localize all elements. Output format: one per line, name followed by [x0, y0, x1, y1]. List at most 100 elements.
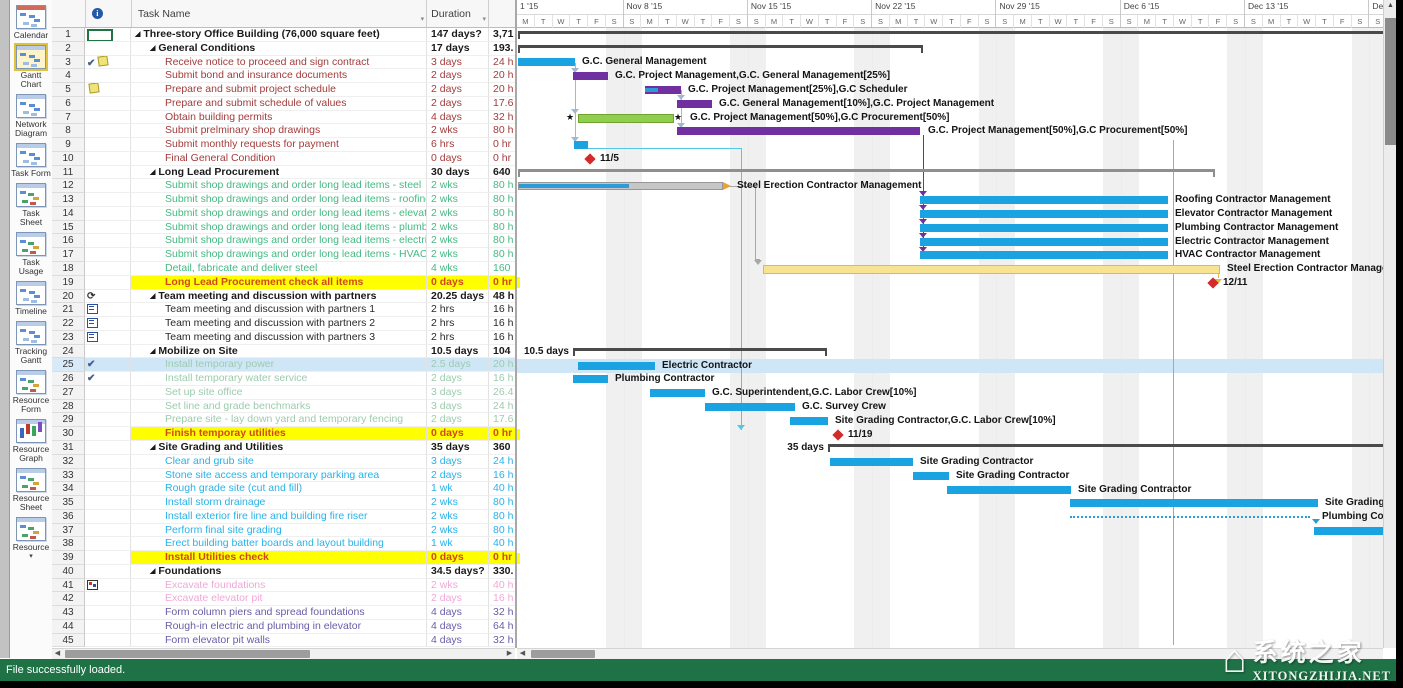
task-bar[interactable] — [920, 223, 1168, 232]
work-cell[interactable]: 80 h — [489, 124, 515, 139]
scroll-up-arrow[interactable]: ▲ — [1387, 2, 1394, 9]
duration-cell[interactable]: 4 wks — [427, 262, 489, 276]
task-name-cell[interactable]: ◢ Team meeting and discussion with partne… — [131, 289, 427, 304]
task-name-cell[interactable]: ◢ Three-story Office Building (76,000 squ… — [131, 28, 427, 42]
task-bar[interactable] — [947, 485, 1071, 494]
table-row[interactable]: 45 Form elevator pit walls 4 days 32 h — [52, 633, 515, 648]
task-bar[interactable] — [573, 72, 608, 81]
task-name-cell[interactable]: Rough-in electric and plumbing in elevat… — [131, 619, 427, 634]
work-cell[interactable]: 40 h — [489, 579, 515, 593]
task-bar[interactable] — [790, 416, 828, 425]
table-row[interactable]: 18 Detail, fabricate and deliver steel 4 w… — [52, 262, 515, 276]
task-name-cell[interactable]: ◢ General Conditions — [131, 41, 427, 56]
work-cell[interactable]: 40 h — [489, 537, 515, 552]
collapse-triangle-icon[interactable]: ◢ — [150, 567, 156, 575]
duration-cell[interactable]: 2 wks — [427, 206, 489, 221]
table-row[interactable]: 25 ✔ Install temporary power 2.5 days 20 h — [52, 358, 515, 373]
scrollbar-thumb[interactable] — [65, 650, 310, 658]
work-cell[interactable]: 0 hr — [489, 138, 515, 152]
summary-bar[interactable] — [518, 30, 1383, 39]
task-bar[interactable] — [677, 99, 712, 108]
task-name-cell[interactable]: Prepare and submit schedule of values — [131, 96, 427, 111]
duration-header[interactable]: Duration ▾ — [427, 0, 490, 27]
duration-cell[interactable]: 0 days — [427, 551, 489, 565]
work-cell[interactable]: 16 h — [489, 592, 515, 607]
duration-cell[interactable]: 0 days — [427, 275, 489, 290]
task-name-cell[interactable]: Form column piers and spread foundations — [131, 606, 427, 620]
duration-cell[interactable]: 2 days — [427, 83, 489, 97]
table-row[interactable]: 30 Finish temporay utilities 0 days 0 hr — [52, 427, 515, 441]
work-cell[interactable]: 40 h — [489, 482, 515, 497]
work-cell[interactable]: 80 h — [489, 179, 515, 194]
work-cell[interactable]: 20 h — [489, 69, 515, 84]
task-name-cell[interactable]: Install exterior fire line and building … — [131, 509, 427, 524]
duration-cell[interactable]: 1 wk — [427, 482, 489, 497]
scrollbar-thumb[interactable] — [531, 650, 595, 658]
duration-cell[interactable]: 4 days — [427, 633, 489, 648]
collapse-triangle-icon[interactable]: ◢ — [150, 347, 156, 355]
task-name-cell[interactable]: Excavate elevator pit — [131, 592, 427, 607]
summary-bar[interactable] — [518, 168, 1215, 177]
task-name-cell[interactable]: Rough grade site (cut and fill) — [131, 482, 427, 497]
work-cell[interactable]: 16 h — [489, 303, 515, 318]
table-row[interactable]: 44 Rough-in electric and plumbing in elev… — [52, 619, 515, 634]
summary-bar[interactable] — [828, 444, 1383, 453]
table-row[interactable]: 27 Set up site office 3 days 26.4 — [52, 385, 515, 400]
collapse-triangle-icon[interactable]: ◢ — [150, 44, 156, 52]
task-name-cell[interactable]: Set up site office — [131, 385, 427, 400]
task-name-header[interactable]: Task Name ▾ — [132, 0, 428, 27]
sheet-horizontal-scrollbar[interactable]: ◀ ▶ — [52, 648, 515, 659]
chart-vertical-scrollbar[interactable]: ▲ — [1383, 0, 1397, 648]
filter-dropdown-icon[interactable]: ▾ — [482, 16, 487, 23]
work-cell[interactable]: 330. — [489, 565, 515, 579]
task-name-cell[interactable]: ◢ Site Grading and Utilities — [131, 440, 427, 455]
duration-cell[interactable]: 4 days — [427, 110, 489, 125]
sidebar-item-task-usage[interactable]: Task Usage — [10, 227, 52, 276]
work-cell[interactable]: 16 h — [489, 469, 515, 483]
table-row[interactable]: 20 ⟳ ◢ Team meeting and discussion with par… — [52, 289, 515, 304]
work-cell[interactable]: 104 — [489, 345, 515, 359]
work-cell[interactable]: 193. — [489, 42, 515, 56]
table-row[interactable]: 8 Submit prelminary shop drawings 2 wks 80 … — [52, 124, 515, 139]
task-name-cell[interactable]: Install temporary water service — [131, 372, 427, 386]
work-cell[interactable]: 80 h — [489, 234, 515, 249]
work-cell[interactable]: 80 h — [489, 221, 515, 235]
table-row[interactable]: 4 Submit bond and insurance documents 2 da… — [52, 69, 515, 84]
duration-cell[interactable]: 20.25 days — [427, 289, 489, 304]
sidebar-item-timeline[interactable]: Timeline — [10, 276, 52, 316]
duration-cell[interactable]: 2 hrs — [427, 330, 489, 345]
work-cell[interactable]: 32 h — [489, 111, 515, 125]
table-row[interactable]: 32 Clear and grub site 3 days 24 h — [52, 454, 515, 469]
duration-cell[interactable]: 2 days — [427, 413, 489, 428]
task-name-cell[interactable]: Set line and grade benchmarks — [131, 399, 427, 414]
table-row[interactable]: 37 Perform final site grading 2 wks 80 h — [52, 523, 515, 538]
task-name-cell[interactable]: Install temporary power — [131, 358, 427, 373]
task-bar[interactable] — [518, 58, 575, 67]
table-row[interactable]: 26 ✔ Install temporary water service 2 days… — [52, 372, 515, 386]
duration-cell[interactable]: 4 days — [427, 606, 489, 620]
duration-cell[interactable]: 147 days? — [427, 28, 489, 42]
task-name-cell[interactable]: Team meeting and discussion with partner… — [131, 303, 427, 318]
work-cell[interactable]: 20 h — [489, 83, 515, 97]
work-cell[interactable]: 64 h — [489, 620, 515, 634]
task-bar[interactable] — [573, 375, 608, 384]
sidebar-item-task-form[interactable]: Task Form — [10, 138, 52, 178]
work-cell[interactable]: 80 h — [489, 524, 515, 538]
collapse-triangle-icon[interactable]: ◢ — [150, 168, 156, 176]
task-name-cell[interactable]: Long Lead Procurement check all items — [131, 275, 427, 290]
table-row[interactable]: 34 Rough grade site (cut and fill) 1 wk 40 … — [52, 482, 515, 497]
chevron-down-icon[interactable]: ▾ — [29, 553, 33, 560]
duration-cell[interactable]: 2.5 days — [427, 358, 489, 373]
task-name-cell[interactable]: Receive notice to proceed and sign contr… — [131, 55, 427, 70]
task-bar[interactable] — [645, 86, 681, 94]
table-row[interactable]: 24 ◢ Mobilize on Site 10.5 days 104 — [52, 344, 515, 359]
duration-cell[interactable]: 30 days — [427, 165, 489, 180]
work-cell[interactable]: 0 hr — [489, 275, 515, 290]
task-name-cell[interactable]: ◢ Foundations — [131, 564, 427, 579]
task-name-cell[interactable]: Obtain building permits — [131, 110, 427, 125]
work-cell[interactable]: 26.4 — [489, 386, 515, 400]
table-row[interactable]: 28 Set line and grade benchmarks 3 days 24 … — [52, 399, 515, 414]
duration-cell[interactable]: 2 days — [427, 468, 489, 483]
work-cell[interactable]: 640 — [489, 166, 515, 180]
task-name-cell[interactable]: Submit shop drawings and order long lead… — [131, 220, 427, 235]
